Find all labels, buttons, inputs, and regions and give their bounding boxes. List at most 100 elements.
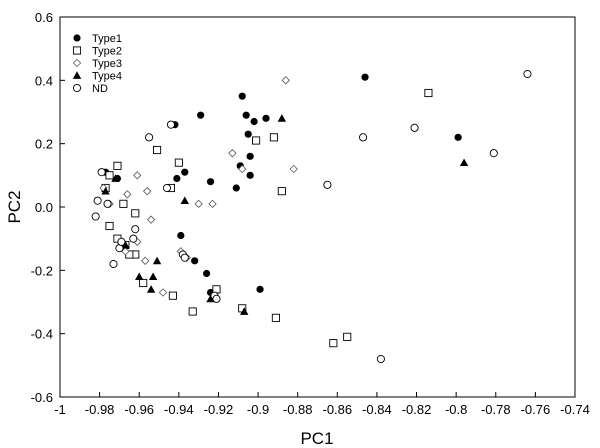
type2-point	[119, 199, 128, 208]
legend-marker-type1	[73, 34, 81, 42]
x-tick-label: -0.94	[164, 402, 194, 417]
type1-point	[238, 92, 246, 100]
type1-point	[256, 285, 264, 293]
type4-point	[148, 272, 158, 281]
type1-point	[191, 257, 199, 265]
nd-point	[212, 294, 221, 303]
type3-point	[158, 288, 168, 297]
y-tick-label: 0.0	[35, 200, 53, 215]
type4-point	[146, 285, 156, 293]
y-tick-label: 0.6	[35, 10, 53, 25]
nd-point	[376, 354, 385, 364]
axis-ticks: -1 -0.98 -0.96 -0.94 -0.92 -0.9 -0.88 -0.86 -0.8…	[31, 10, 590, 417]
type2-point	[105, 171, 114, 180]
legend-label-type4: Type4	[92, 71, 122, 83]
type3-point	[208, 199, 217, 208]
type4-point	[111, 174, 120, 182]
nd-point	[489, 149, 498, 158]
y-tick-label: 0.4	[35, 73, 53, 88]
type1-point	[246, 171, 254, 179]
type1-point	[232, 184, 240, 192]
legend-marker-type3	[72, 58, 82, 68]
y-tick-label: -0.4	[31, 327, 53, 342]
type3-point	[146, 215, 156, 224]
type1-point	[202, 269, 211, 278]
legend-label-type1: Type1	[92, 33, 122, 45]
type1-point	[197, 111, 205, 119]
x-tick-label: -1	[54, 402, 66, 417]
type1-point	[206, 178, 215, 186]
nd-point	[145, 133, 154, 142]
type3-point	[121, 247, 130, 256]
x-tick-label: -0.96	[124, 402, 154, 417]
type2-point	[153, 145, 162, 155]
type4-point	[277, 114, 287, 122]
type1-point	[181, 168, 189, 176]
type4-point	[206, 294, 215, 303]
type2-point	[271, 313, 280, 322]
type4-point	[101, 186, 110, 195]
nd-point	[109, 259, 118, 269]
type3-point	[141, 256, 150, 265]
type3-point	[289, 164, 298, 174]
nd-point	[93, 196, 102, 205]
type3-point	[123, 190, 132, 199]
type3-point	[281, 76, 290, 85]
type2-point	[277, 187, 286, 196]
y-axis-title: PC2	[5, 190, 24, 223]
y-tick-label: -0.6	[31, 390, 53, 405]
nd-point	[91, 212, 100, 221]
nd-point	[131, 225, 140, 234]
type4-point	[180, 196, 189, 205]
x-tick-label: -0.98	[85, 402, 115, 417]
data-points	[91, 69, 532, 364]
type2-point	[343, 332, 352, 341]
legend-label-type2: Type2	[92, 46, 122, 58]
type1-point	[361, 73, 369, 81]
type2-point	[105, 221, 114, 231]
type1-point	[173, 174, 181, 183]
type2-point	[168, 291, 177, 300]
type2-point	[424, 88, 433, 98]
type3-point	[133, 171, 142, 180]
nd-point	[359, 133, 368, 142]
type2-point	[269, 133, 278, 142]
type3-point	[228, 149, 237, 158]
x-tick-label: -0.78	[481, 402, 511, 417]
x-tick-label: -0.84	[362, 402, 392, 417]
nd-point	[129, 234, 138, 243]
nd-point	[97, 168, 106, 177]
type1-point	[262, 114, 270, 122]
nd-point	[523, 69, 532, 79]
nd-point	[162, 183, 172, 193]
type4-point	[135, 272, 144, 281]
x-tick-label: -0.92	[204, 402, 234, 417]
type4-point	[459, 158, 469, 167]
nd-point	[117, 237, 126, 246]
legend-marker-type2	[72, 46, 82, 55]
x-tick-label: -0.86	[322, 402, 352, 417]
legend-label-type3: Type3	[92, 58, 122, 70]
type1-point	[250, 117, 258, 126]
type3-point	[194, 199, 203, 208]
x-axis-title: PC1	[300, 429, 333, 448]
x-tick-label: -0.8	[445, 402, 467, 417]
type4-point	[121, 240, 130, 249]
nd-point	[103, 199, 112, 208]
nd-point	[166, 120, 175, 129]
legend-label-nd: ND	[92, 83, 108, 95]
type1-point	[454, 133, 462, 141]
y-tick-label: 0.2	[35, 137, 53, 152]
legend-marker-nd	[72, 83, 82, 93]
type4-point	[240, 307, 249, 315]
nd-point	[180, 253, 189, 262]
x-tick-label: -0.88	[283, 402, 313, 417]
type2-point	[329, 339, 338, 348]
type2-point	[139, 278, 148, 288]
type3-point	[238, 164, 247, 174]
type2-point	[252, 136, 261, 145]
legend-marker-type4	[72, 71, 82, 79]
